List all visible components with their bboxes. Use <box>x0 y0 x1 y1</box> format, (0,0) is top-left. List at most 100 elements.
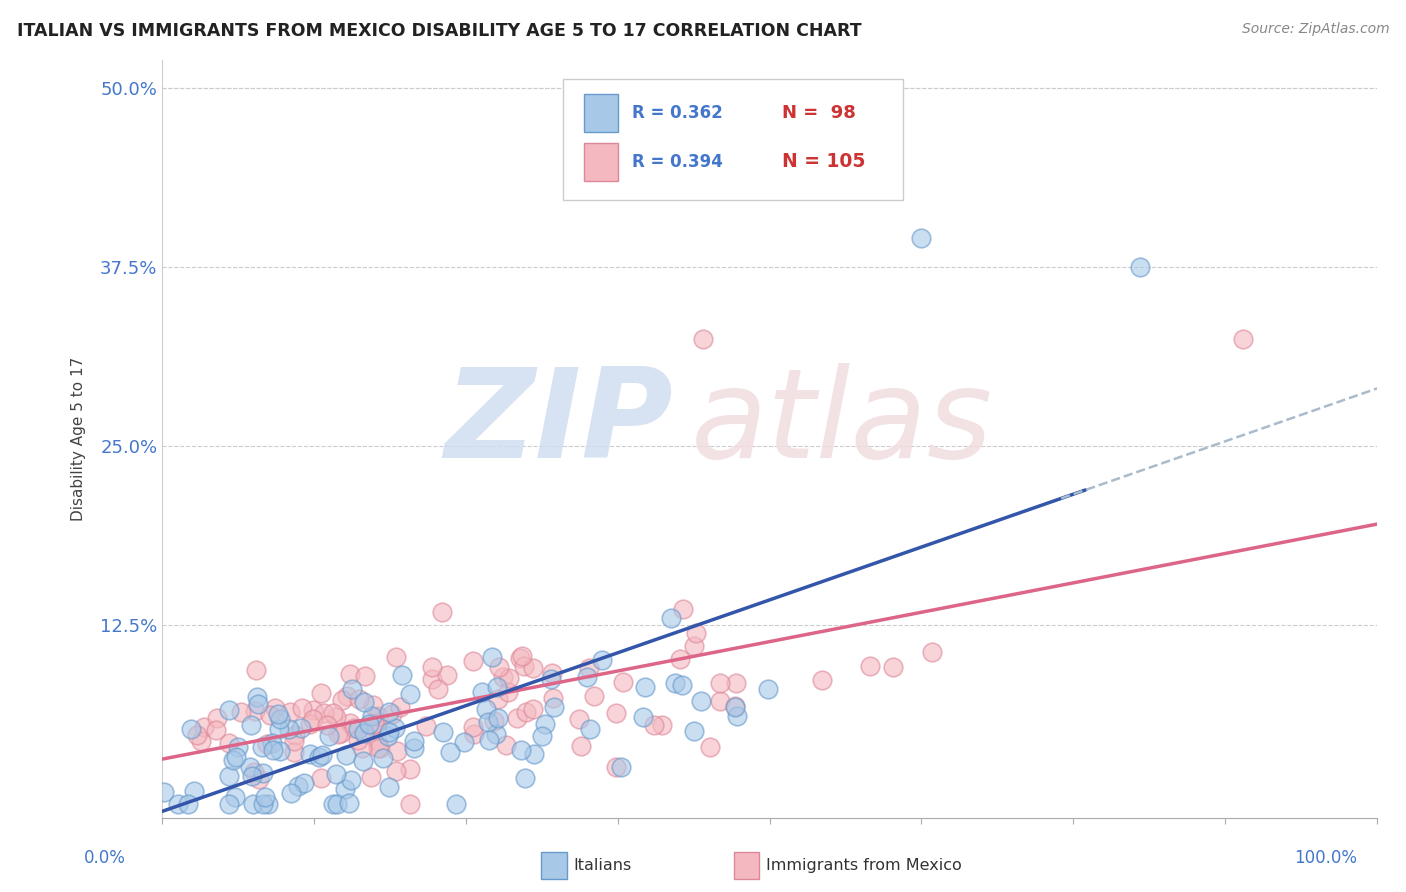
Point <box>367 709 389 723</box>
Point <box>378 780 401 794</box>
Point <box>540 666 562 681</box>
Point <box>724 676 747 690</box>
Point <box>921 645 943 659</box>
Point <box>243 704 266 718</box>
Point <box>486 711 509 725</box>
Point <box>498 672 520 686</box>
Point <box>683 639 706 653</box>
Point <box>309 686 332 700</box>
Point <box>576 670 599 684</box>
Point <box>309 772 332 786</box>
Point <box>453 735 475 749</box>
Point <box>373 751 395 765</box>
Point <box>461 654 484 668</box>
Point <box>368 740 391 755</box>
Point <box>361 709 384 723</box>
Point <box>541 690 564 705</box>
Point <box>311 747 333 762</box>
Point <box>302 703 325 717</box>
Point <box>267 706 290 721</box>
Point <box>252 797 274 811</box>
Text: R = 0.394: R = 0.394 <box>633 153 723 171</box>
Point <box>340 772 363 787</box>
Point <box>291 701 314 715</box>
Text: 0.0%: 0.0% <box>84 849 127 867</box>
Text: ITALIAN VS IMMIGRANTS FROM MEXICO DISABILITY AGE 5 TO 17 CORRELATION CHART: ITALIAN VS IMMIGRANTS FROM MEXICO DISABI… <box>17 22 862 40</box>
Point <box>299 747 322 761</box>
Point <box>278 706 301 720</box>
Point <box>152 785 174 799</box>
Point <box>689 694 711 708</box>
Point <box>190 734 212 748</box>
Point <box>486 692 509 706</box>
Point <box>378 724 401 739</box>
Point <box>404 741 426 756</box>
Point <box>398 762 420 776</box>
Point <box>475 701 498 715</box>
Point <box>352 754 374 768</box>
Point <box>513 771 536 785</box>
Point <box>725 708 748 723</box>
Point <box>540 672 562 686</box>
Point <box>399 797 422 811</box>
Point <box>387 744 409 758</box>
Point <box>485 727 508 741</box>
Point <box>910 231 932 245</box>
Point <box>357 716 380 731</box>
Point <box>218 736 240 750</box>
FancyBboxPatch shape <box>564 78 903 200</box>
Point <box>339 667 361 681</box>
Point <box>340 682 363 697</box>
Point <box>352 740 374 755</box>
Point <box>325 709 347 723</box>
Point <box>177 797 200 811</box>
Text: R = 0.362: R = 0.362 <box>633 103 723 121</box>
Point <box>283 734 305 748</box>
Point <box>671 677 693 691</box>
Point <box>391 667 413 681</box>
Point <box>314 706 336 721</box>
Point <box>193 720 215 734</box>
Point <box>492 670 515 684</box>
Point <box>278 723 301 737</box>
Point <box>568 712 591 726</box>
Point <box>664 676 686 690</box>
Point <box>578 661 600 675</box>
Point <box>269 722 291 736</box>
Point <box>496 685 519 699</box>
Point <box>366 717 388 731</box>
Point <box>432 725 454 739</box>
Point <box>882 659 904 673</box>
Point <box>246 698 269 712</box>
Point <box>226 740 249 755</box>
Point <box>363 698 385 712</box>
Point <box>224 790 246 805</box>
Point <box>318 730 340 744</box>
Point <box>724 698 747 713</box>
Point <box>523 747 546 761</box>
Point <box>367 741 389 756</box>
Point <box>404 734 426 748</box>
Point <box>482 714 505 728</box>
Point <box>269 744 291 758</box>
Point <box>488 660 510 674</box>
Point <box>709 675 731 690</box>
Point <box>420 660 443 674</box>
Point <box>510 648 533 663</box>
Point <box>354 669 377 683</box>
Point <box>685 625 707 640</box>
Point <box>260 736 283 750</box>
Point <box>515 705 537 719</box>
Point <box>240 718 263 732</box>
Point <box>631 710 654 724</box>
Point <box>605 760 627 774</box>
Point <box>239 760 262 774</box>
Point <box>221 752 243 766</box>
Point <box>583 690 606 704</box>
Point <box>252 765 274 780</box>
Point <box>533 717 555 731</box>
Point <box>659 610 682 624</box>
Point <box>610 760 633 774</box>
Point <box>245 663 267 677</box>
Point <box>522 702 544 716</box>
